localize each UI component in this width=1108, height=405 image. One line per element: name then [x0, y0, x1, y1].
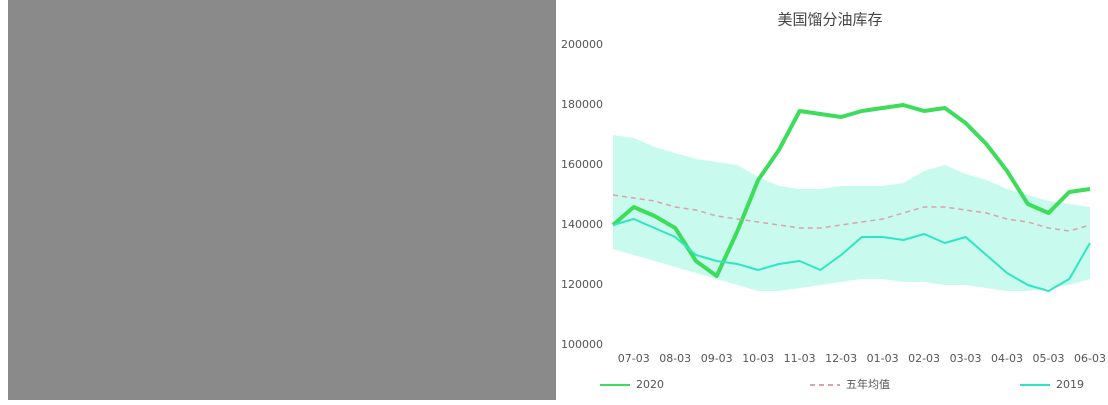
corrupted-panel	[8, 0, 556, 400]
x-tick-label: 05-03	[1033, 352, 1065, 365]
x-tick-label: 06-03	[1074, 352, 1106, 365]
x-tick-label: 07-03	[618, 352, 650, 365]
x-tick-label: 11-03	[784, 352, 816, 365]
y-tick-label: 100000	[561, 338, 603, 351]
x-tick-label: 08-03	[659, 352, 691, 365]
series-line	[612, 218, 1091, 292]
y-tick-label: 120000	[561, 278, 603, 291]
x-tick-label: 01-03	[867, 352, 899, 365]
legend-label: 五年均值	[846, 377, 890, 391]
y-tick-label: 180000	[561, 98, 603, 111]
x-tick-label: 03-03	[950, 352, 982, 365]
legend-label: 2019	[1056, 378, 1084, 391]
x-tick-label: 12-03	[825, 352, 857, 365]
range-band	[613, 135, 1090, 291]
legend-label: 2020	[636, 378, 664, 391]
chart-title: 美国馏分油库存	[777, 11, 882, 29]
series-line	[611, 103, 1091, 278]
y-tick-label: 200000	[561, 38, 603, 51]
x-tick-label: 09-03	[701, 352, 733, 365]
x-tick-label: 10-03	[742, 352, 774, 365]
y-tick-label: 140000	[561, 218, 603, 231]
y-tick-label: 160000	[561, 158, 603, 171]
x-tick-label: 04-03	[991, 352, 1023, 365]
x-tick-label: 02-03	[908, 352, 940, 365]
